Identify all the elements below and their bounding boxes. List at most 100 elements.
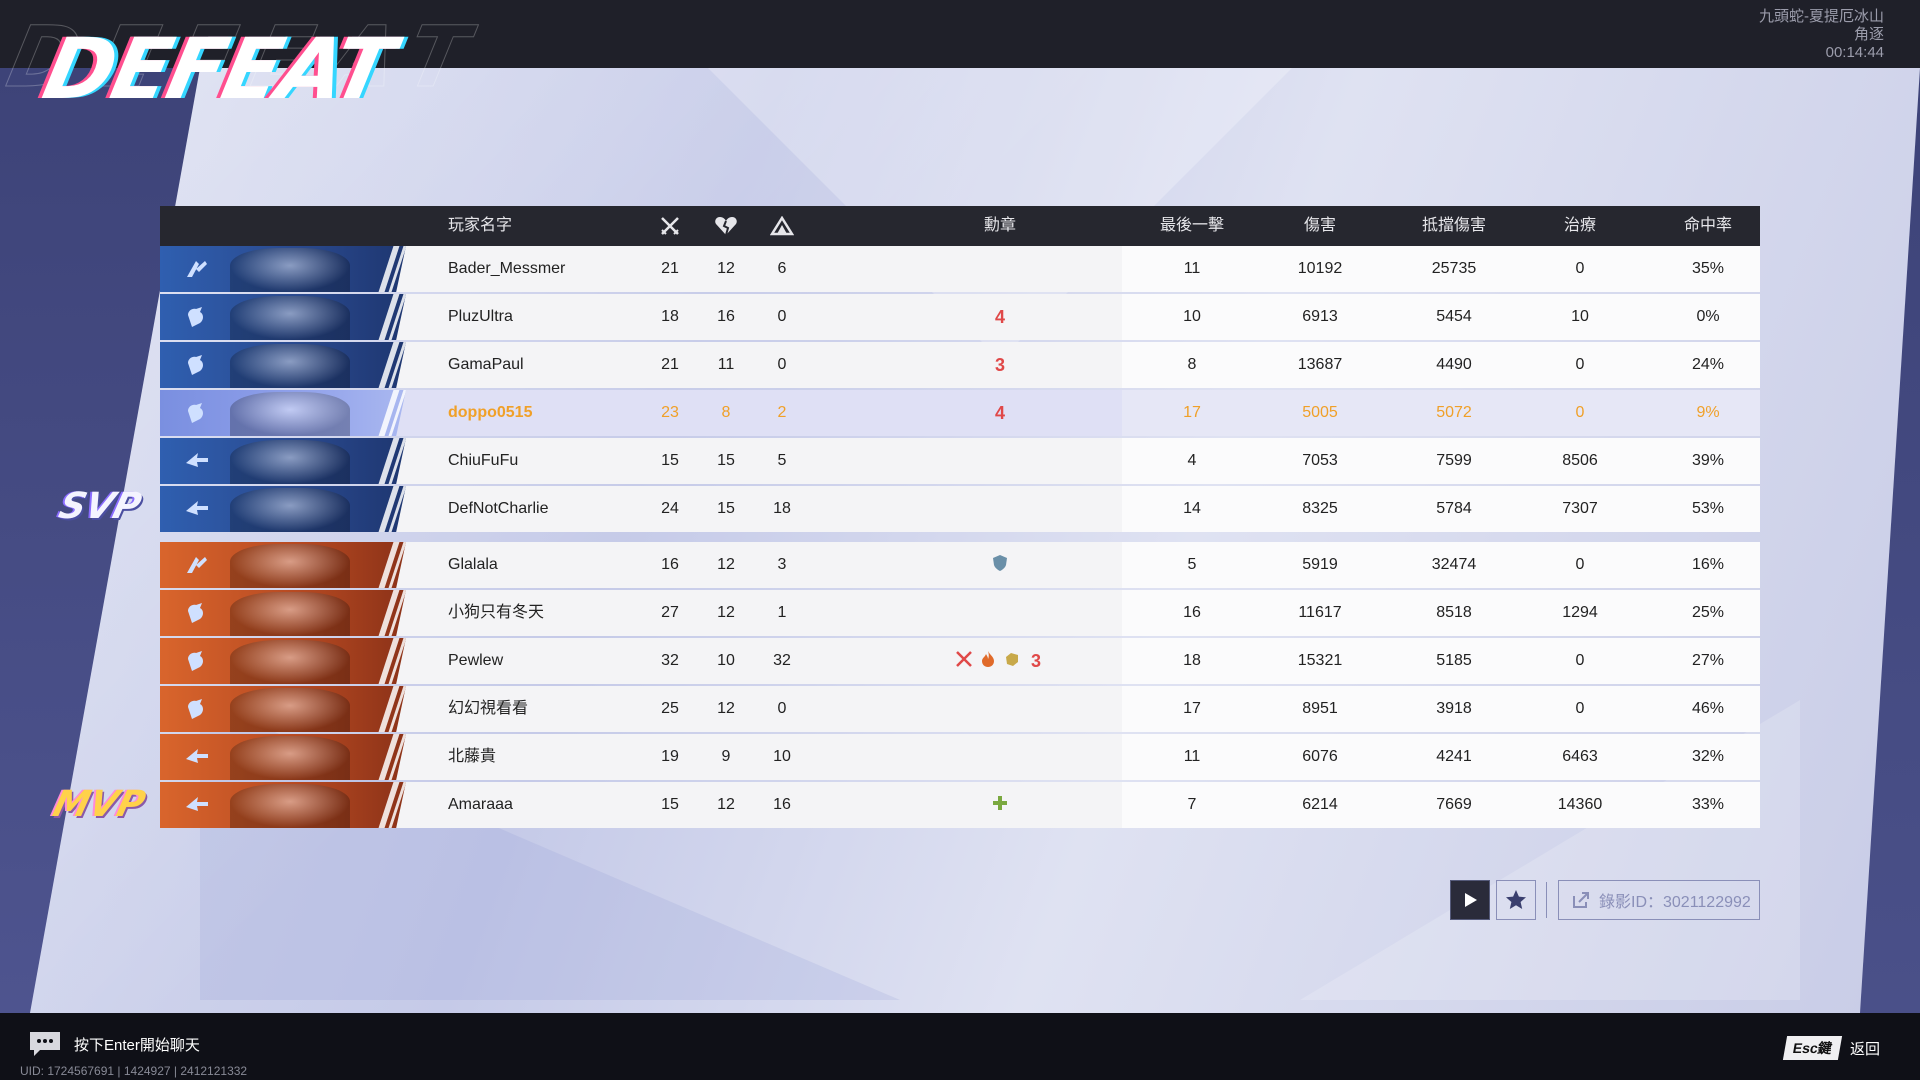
stat-accuracy: 16% bbox=[1691, 556, 1725, 573]
stat-accuracy: 46% bbox=[1691, 700, 1725, 717]
hero-portrait bbox=[160, 342, 406, 388]
medal-plus[interactable] bbox=[991, 795, 1009, 816]
scoreboard: 玩家名字 勳章 最後一擊 傷害 抵擋傷害 治療 命中率 Bader_Messme… bbox=[160, 206, 1760, 830]
medal-streak[interactable]: 4 bbox=[994, 306, 1005, 327]
player-name[interactable]: doppo0515 bbox=[448, 404, 533, 421]
stat-assists: 16 bbox=[773, 796, 791, 813]
player-row[interactable]: Bader_Messmer 21 12 6 11 10192 25735 0 35% bbox=[160, 246, 1760, 292]
stat-assists: 32 bbox=[773, 652, 791, 669]
player-name[interactable]: 小狗只有冬天 bbox=[448, 604, 545, 621]
medals bbox=[920, 486, 1080, 532]
stat-deaths: 12 bbox=[717, 796, 735, 813]
stat-kills: 18 bbox=[661, 308, 679, 325]
row-stats-bg bbox=[1122, 734, 1760, 780]
replay-id-label: 錄影ID：3021122992 bbox=[1599, 894, 1751, 911]
player-row[interactable]: 北藤貴 19 9 10 11 6076 4241 6463 32% bbox=[160, 734, 1760, 780]
svp-badge: SVP bbox=[54, 486, 146, 527]
stat-healing: 0 bbox=[1575, 556, 1585, 573]
back-label: 返回 bbox=[1849, 1040, 1880, 1058]
hero-portrait bbox=[160, 390, 406, 436]
player-name[interactable]: Bader_Messmer bbox=[448, 260, 566, 277]
stat-accuracy: 32% bbox=[1691, 748, 1725, 765]
player-row[interactable]: doppo0515 23 8 2 17 5005 5072 0 9% 4 bbox=[160, 390, 1760, 436]
player-name[interactable]: GamaPaul bbox=[448, 356, 524, 373]
hero-image bbox=[230, 688, 350, 732]
player-name[interactable]: 幻幻視看看 bbox=[448, 700, 529, 717]
fist-medal-icon bbox=[1006, 652, 1018, 666]
stat-damage: 5005 bbox=[1302, 404, 1338, 421]
medal-shield[interactable] bbox=[991, 554, 1009, 577]
stat-final-blows: 16 bbox=[1183, 604, 1201, 621]
medals: 4 bbox=[920, 294, 1080, 340]
stat-accuracy: 33% bbox=[1691, 796, 1725, 813]
play-replay-button[interactable] bbox=[1450, 880, 1490, 920]
player-row[interactable]: PluzUltra 18 16 0 10 6913 5454 10 0% 4 bbox=[160, 294, 1760, 340]
mvp-badge: MVP bbox=[48, 784, 150, 825]
stat-kills: 15 bbox=[661, 796, 679, 813]
player-row[interactable]: GamaPaul 21 11 0 8 13687 4490 0 24% 3 bbox=[160, 342, 1760, 388]
favorite-button[interactable] bbox=[1496, 880, 1536, 920]
stat-accuracy: 0% bbox=[1696, 308, 1720, 325]
medal-fist[interactable] bbox=[1003, 650, 1021, 673]
medal-swords[interactable] bbox=[955, 650, 973, 673]
player-row[interactable]: Glalala 16 12 3 5 5919 32474 0 16% bbox=[160, 542, 1760, 588]
hero-portrait bbox=[160, 486, 406, 532]
broken-heart-icon bbox=[696, 206, 756, 246]
row-stats-bg bbox=[1122, 782, 1760, 828]
stat-healing: 8506 bbox=[1562, 452, 1598, 469]
strategist-role-icon bbox=[186, 501, 208, 515]
stat-healing: 0 bbox=[1575, 356, 1585, 373]
stat-blocked: 5454 bbox=[1436, 308, 1472, 325]
stat-blocked: 5072 bbox=[1436, 404, 1472, 421]
chat-hint[interactable]: 按下Enter開始聊天 bbox=[28, 1030, 200, 1058]
row-stats-bg bbox=[1122, 438, 1760, 484]
medals bbox=[920, 246, 1080, 292]
stat-healing: 10 bbox=[1571, 308, 1589, 325]
stat-assists: 6 bbox=[777, 260, 787, 277]
medal-streak[interactable]: 4 bbox=[994, 402, 1005, 423]
duelist-role-icon bbox=[188, 699, 203, 719]
stat-damage: 13687 bbox=[1297, 356, 1343, 373]
player-row[interactable]: 小狗只有冬天 27 12 1 16 11617 8518 1294 25% bbox=[160, 590, 1760, 636]
medal-streak[interactable]: 3 bbox=[1030, 650, 1041, 671]
stat-damage: 6076 bbox=[1302, 748, 1338, 765]
duelist-role-icon bbox=[188, 403, 203, 423]
stat-assists: 0 bbox=[777, 700, 787, 717]
shield-medal-icon bbox=[993, 554, 1007, 571]
divider bbox=[1546, 882, 1547, 918]
chat-icon bbox=[30, 1032, 60, 1056]
player-name[interactable]: ChiuFuFu bbox=[448, 452, 519, 469]
player-name[interactable]: Glalala bbox=[448, 556, 498, 573]
medal-fire[interactable] bbox=[979, 650, 997, 673]
col-medals: 勳章 bbox=[983, 217, 1016, 234]
player-row[interactable]: ChiuFuFu 15 15 5 4 7053 7599 8506 39% bbox=[160, 438, 1760, 484]
stat-blocked: 7669 bbox=[1436, 796, 1472, 813]
replay-id-button[interactable]: 錄影ID：3021122992 bbox=[1558, 880, 1760, 920]
player-name[interactable]: PluzUltra bbox=[448, 308, 513, 325]
back-button[interactable]: Esc鍵 返回 bbox=[1782, 1036, 1880, 1060]
match-time: 00:14:44 bbox=[1825, 44, 1884, 61]
player-row[interactable]: 幻幻視看看 25 12 0 17 8951 3918 0 46% bbox=[160, 686, 1760, 732]
medals: 4 bbox=[920, 390, 1080, 436]
assist-icon bbox=[752, 206, 812, 246]
medals bbox=[920, 438, 1080, 484]
stat-accuracy: 53% bbox=[1691, 500, 1725, 517]
stat-blocked: 4490 bbox=[1436, 356, 1472, 373]
col-damage: 傷害 bbox=[1303, 217, 1336, 234]
stat-healing: 0 bbox=[1575, 404, 1585, 421]
player-name[interactable]: 北藤貴 bbox=[448, 748, 497, 765]
col-accuracy: 命中率 bbox=[1683, 217, 1732, 234]
player-row[interactable]: Pewlew 32 10 32 18 15321 5185 0 27% 3 bbox=[160, 638, 1760, 684]
medals bbox=[920, 542, 1080, 588]
player-name[interactable]: Pewlew bbox=[448, 652, 504, 669]
player-name[interactable]: DefNotCharlie bbox=[448, 500, 549, 517]
stat-damage: 10192 bbox=[1297, 260, 1343, 277]
col-final-blows: 最後一擊 bbox=[1159, 217, 1224, 234]
player-row[interactable]: DefNotCharlie 24 15 18 14 8325 5784 7307 53% bbox=[160, 486, 1760, 532]
medal-streak[interactable]: 3 bbox=[994, 354, 1005, 375]
hero-portrait bbox=[160, 246, 406, 292]
match-info: 九頭蛇-夏提厄冰山 角逐 00:14:44 bbox=[1759, 8, 1884, 62]
player-row[interactable]: Amaraaa 15 12 16 7 6214 7669 14360 33% bbox=[160, 782, 1760, 828]
player-name[interactable]: Amaraaa bbox=[448, 796, 513, 813]
